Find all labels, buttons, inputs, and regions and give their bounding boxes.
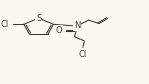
Text: O: O [56, 26, 63, 35]
Text: S: S [36, 14, 41, 23]
Text: Cl: Cl [79, 50, 87, 59]
Text: N: N [74, 22, 80, 30]
Text: Cl: Cl [1, 20, 9, 29]
